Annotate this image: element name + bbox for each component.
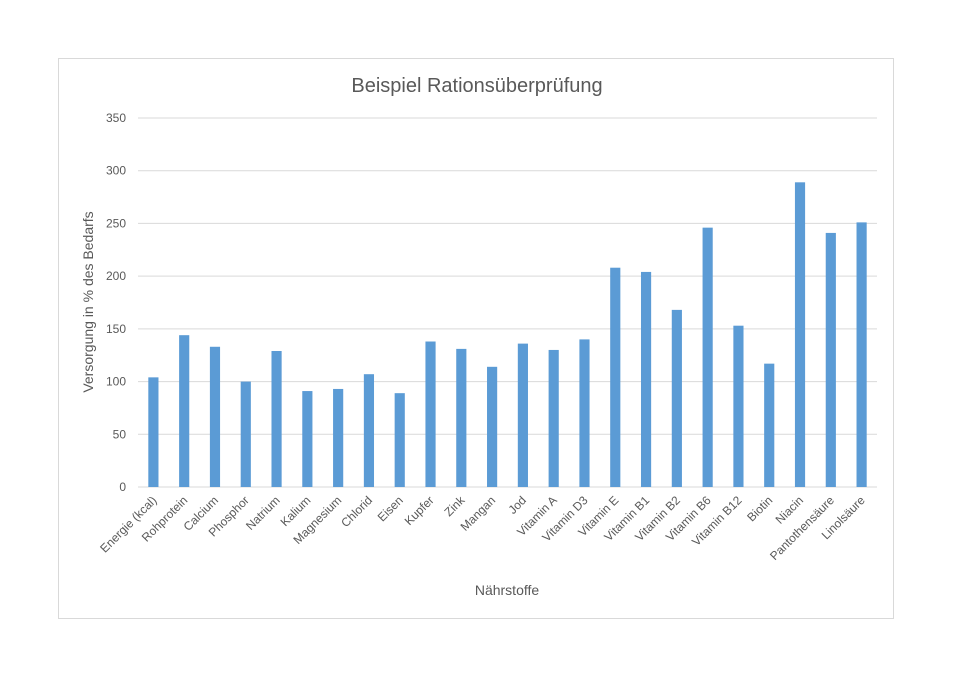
y-tick-label: 50	[113, 427, 127, 441]
bar	[456, 348, 467, 487]
y-axis-title: Versorgung in % des Bedarfs	[80, 211, 96, 392]
bar	[394, 393, 405, 487]
chart-frame	[58, 58, 894, 619]
y-tick-label: 250	[106, 216, 126, 230]
x-tick-label: Biotin	[744, 493, 775, 524]
bar	[702, 227, 713, 487]
y-tick-label: 150	[106, 322, 126, 336]
x-tick-label: Zink	[442, 493, 469, 520]
bar	[640, 271, 652, 487]
bar	[517, 343, 528, 487]
y-tick-label: 100	[106, 375, 126, 389]
x-tick-label: Mangan	[458, 493, 499, 534]
bar	[363, 374, 375, 487]
chart-title: Beispiel Rationsüberprüfung	[351, 75, 602, 97]
x-axis-ticks: Energie (kcal)RohproteinCalciumPhosphorN…	[97, 493, 868, 564]
x-tick-label: Kupfer	[402, 493, 437, 528]
bar	[794, 182, 806, 487]
bar	[209, 346, 221, 487]
bar	[856, 222, 867, 488]
x-tick-label: Chlorid	[338, 493, 375, 530]
bar	[671, 309, 682, 487]
gridlines	[138, 117, 877, 488]
bar	[302, 391, 313, 487]
bar	[179, 335, 190, 487]
x-tick-label: Natrium	[243, 493, 283, 533]
bar	[733, 325, 744, 487]
bar	[825, 232, 836, 487]
x-tick-label: Jod	[505, 493, 529, 517]
y-tick-label: 350	[106, 111, 126, 125]
bar	[148, 377, 159, 487]
y-tick-label: 200	[106, 269, 126, 283]
x-axis-title: Nährstoffe	[475, 582, 540, 598]
y-axis-ticks: 0 50 100 150 200 250 300 350	[106, 111, 126, 494]
bar	[610, 267, 621, 487]
bars	[148, 182, 867, 488]
bar	[579, 339, 590, 487]
bar	[764, 363, 775, 487]
bar	[487, 366, 498, 487]
x-tick-label: Eisen	[375, 493, 406, 524]
bar	[333, 388, 344, 487]
bar	[425, 341, 436, 487]
bar	[240, 381, 251, 487]
bar	[548, 349, 559, 487]
y-tick-label: 0	[119, 480, 126, 494]
y-tick-label: 300	[106, 164, 126, 178]
bar	[271, 350, 282, 487]
